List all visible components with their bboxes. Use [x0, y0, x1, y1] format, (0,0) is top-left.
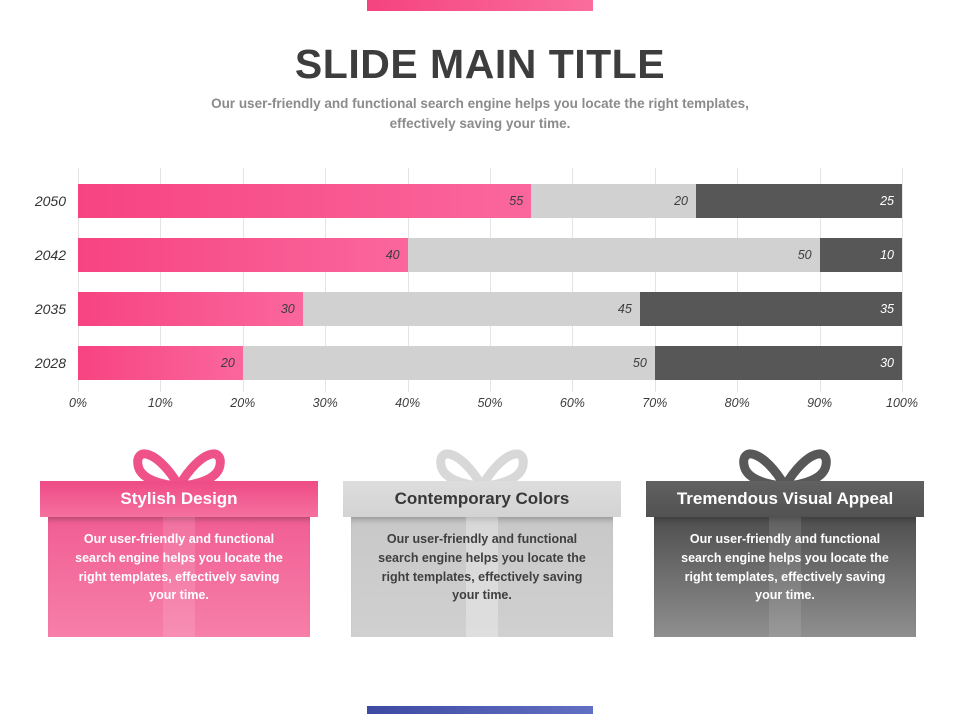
x-axis-ticks: 0% 10% 20% 30% 40% 50% 60% 70% 80% 90% 100% — [69, 396, 918, 416]
segment-pink-2028: 20 — [78, 346, 243, 380]
x-tick-60%: 60% — [559, 396, 585, 410]
segment-light-gray-2042: 50 — [407, 238, 820, 272]
gridline — [242, 168, 244, 392]
x-tick-80%: 80% — [724, 396, 750, 410]
card-title: Contemporary Colors — [343, 481, 621, 517]
segment-dark-gray-2035: 35 — [639, 292, 902, 326]
gridline — [407, 168, 409, 392]
card-body: Our user-friendly and functional search … — [351, 517, 613, 637]
gridline — [819, 168, 821, 392]
bar-row-2042: 40 50 10 — [78, 238, 902, 272]
bars: 55 20 25 40 50 10 30 45 35 20 50 30 — [78, 184, 902, 400]
bar-row-2035: 30 45 35 — [78, 292, 902, 326]
segment-light-gray-2050: 20 — [531, 184, 696, 218]
card-contemporary-colors: Contemporary Colors Our user-friendly an… — [343, 443, 621, 638]
page-subtitle: Our user-friendly and functional search … — [0, 94, 960, 133]
x-tick-30%: 30% — [312, 396, 338, 410]
gridline — [654, 168, 656, 392]
bar-row-2028: 20 50 30 — [78, 346, 902, 380]
card-body-text: Our user-friendly and functional search … — [681, 532, 889, 603]
x-tick-100%: 100% — [886, 396, 918, 410]
gridline — [78, 168, 79, 392]
card-tremendous-visual-appeal: Tremendous Visual Appeal Our user-friend… — [646, 443, 924, 638]
x-tick-0%: 0% — [68, 396, 88, 410]
page-title: SLIDE MAIN TITLE — [294, 41, 666, 87]
card-title: Stylish Design — [40, 481, 318, 517]
category-axis: 2050 2042 2035 2028 — [0, 168, 70, 392]
gridline — [902, 168, 903, 392]
card-stylish-design: Stylish Design Our user-friendly and fun… — [40, 443, 318, 638]
x-tick-20%: 20% — [230, 396, 256, 410]
x-tick-40%: 40% — [395, 396, 421, 410]
gridline — [160, 168, 162, 392]
category-label-2035: 2035 — [34, 301, 66, 317]
bar-row-2050: 55 20 25 — [78, 184, 902, 218]
subtitle-line-1: Our user-friendly and functional search … — [211, 96, 749, 111]
top-accent-bar — [367, 0, 593, 11]
plot-area: 55 20 25 40 50 10 30 45 35 20 50 30 — [78, 168, 903, 392]
segment-pink-2035: 30 — [78, 292, 303, 326]
category-label-2050: 2050 — [34, 193, 66, 209]
gridline — [572, 168, 574, 392]
segment-pink-2042: 40 — [78, 238, 408, 272]
segment-light-gray-2035: 45 — [302, 292, 640, 326]
stacked-bar-chart: 2050 2042 2035 2028 55 20 25 40 50 10 30 45 35 20 50 3… — [0, 168, 960, 420]
x-tick-10%: 10% — [147, 396, 173, 410]
bottom-accent-bar — [367, 706, 593, 714]
x-tick-50%: 50% — [477, 396, 503, 410]
category-label-2042: 2042 — [34, 247, 66, 263]
card-body-text: Our user-friendly and functional search … — [75, 532, 283, 603]
gridline — [325, 168, 327, 392]
x-tick-70%: 70% — [642, 396, 668, 410]
gridline — [490, 168, 491, 392]
x-tick-90%: 90% — [807, 396, 833, 410]
gridline — [737, 168, 739, 392]
segment-pink-2050: 55 — [78, 184, 532, 218]
segment-dark-gray-2050: 25 — [695, 184, 902, 218]
category-label-2028: 2028 — [34, 355, 66, 371]
card-body: Our user-friendly and functional search … — [654, 517, 916, 637]
subtitle-line-2: effectively saving your time. — [389, 115, 571, 131]
segment-dark-gray-2042: 10 — [819, 238, 902, 272]
segment-light-gray-2028: 50 — [242, 346, 655, 380]
card-title: Tremendous Visual Appeal — [646, 481, 924, 517]
card-body-text: Our user-friendly and functional search … — [378, 532, 586, 603]
card-body: Our user-friendly and functional search … — [48, 517, 310, 637]
segment-dark-gray-2028: 30 — [654, 346, 902, 380]
